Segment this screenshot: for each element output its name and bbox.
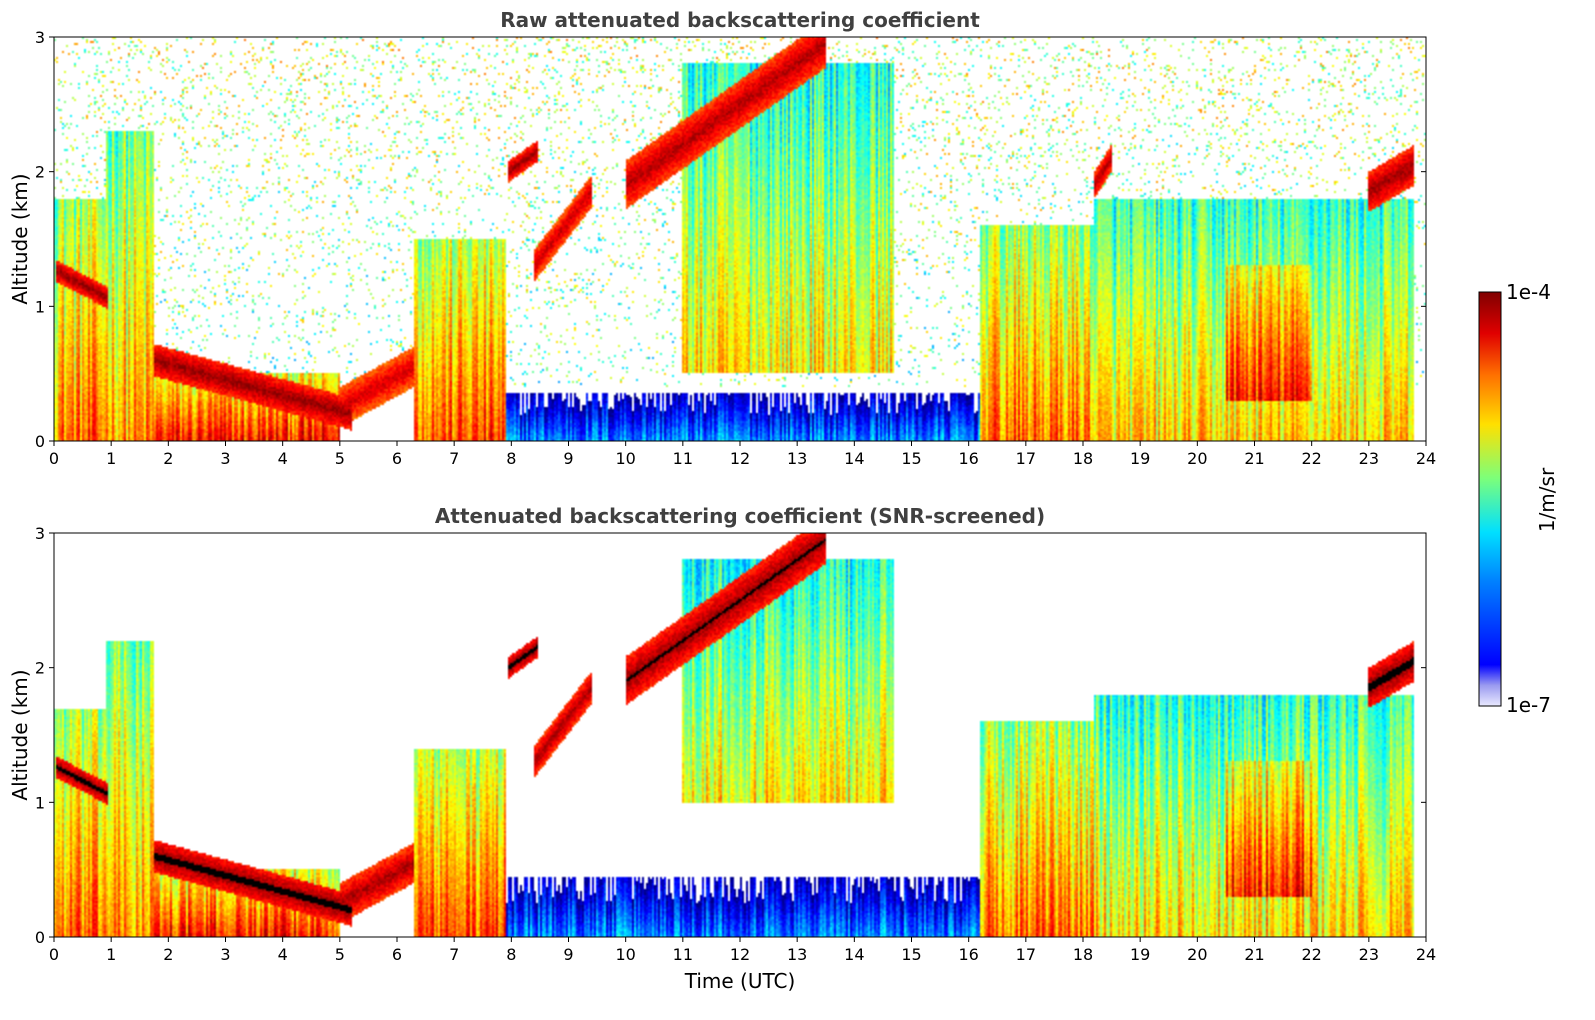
x-tick-label: 3 (220, 449, 230, 468)
x-tick-label: 13 (787, 449, 807, 468)
x-tick-label: 5 (335, 945, 345, 964)
x-tick-label: 2 (163, 449, 173, 468)
x-tick-label: 5 (335, 449, 345, 468)
y-tick-label: 2 (35, 163, 45, 182)
x-tick-label: 21 (1244, 449, 1264, 468)
colorbar-max-label: 1e-4 (1506, 280, 1551, 304)
colorbar-min-label: 1e-7 (1506, 693, 1551, 717)
y-tick-label: 2 (35, 659, 45, 678)
x-tick-label: 8 (506, 945, 516, 964)
x-tick-label: 1 (106, 449, 116, 468)
x-tick-label: 1 (106, 945, 116, 964)
y-tick-label: 1 (35, 297, 45, 316)
x-tick-label: 14 (844, 945, 864, 964)
x-tick-label: 0 (49, 449, 59, 468)
x-tick-label: 19 (1130, 449, 1150, 468)
x-tick-label: 23 (1359, 449, 1379, 468)
y-tick-label: 3 (35, 28, 45, 47)
x-tick-label: 21 (1244, 945, 1264, 964)
x-tick-label: 9 (563, 945, 573, 964)
x-tick-label: 0 (49, 945, 59, 964)
colorbar: 1e-4 1e-7 1/m/sr (1478, 280, 1559, 717)
panel-raw-x-axis: 0 1 2 3 4 5 6 7 8 9 10 11 12 13 14 15 16 17 18 19 20 21 22 23 24 (49, 441, 1436, 468)
x-tick-label: 11 (673, 449, 693, 468)
panel-screened-y-axis: 0 1 2 3 (35, 524, 1426, 947)
y-tick-label: 1 (35, 793, 45, 812)
x-tick-label: 3 (220, 945, 230, 964)
x-tick-label: 11 (673, 945, 693, 964)
panel-raw-heatmap (54, 37, 1426, 441)
x-tick-label: 16 (958, 449, 978, 468)
x-tick-label: 6 (392, 449, 402, 468)
panel-raw-title: Raw attenuated backscattering coefficien… (500, 8, 980, 32)
x-tick-label: 15 (901, 449, 921, 468)
panel-raw-ylabel: Altitude (km) (8, 173, 32, 304)
x-tick-label: 18 (1073, 945, 1093, 964)
panel-screened-ylabel: Altitude (km) (8, 669, 32, 800)
x-tick-label: 22 (1301, 449, 1321, 468)
x-tick-label: 7 (449, 449, 459, 468)
x-tick-label: 4 (278, 945, 288, 964)
x-tick-label: 17 (1016, 945, 1036, 964)
panel-raw-y-axis: 0 1 2 3 (35, 28, 1426, 451)
x-tick-label: 20 (1187, 449, 1207, 468)
colorbar-gradient (1478, 291, 1502, 707)
x-tick-label: 12 (730, 945, 750, 964)
panel-screened: Attenuated backscattering coefficient (S… (8, 504, 1436, 993)
x-tick-label: 2 (163, 945, 173, 964)
x-tick-label: 24 (1416, 449, 1436, 468)
panel-raw: Raw attenuated backscattering coefficien… (8, 8, 1436, 468)
panel-screened-heatmap (54, 533, 1426, 937)
x-tick-label: 14 (844, 449, 864, 468)
x-tick-label: 20 (1187, 945, 1207, 964)
x-tick-label: 24 (1416, 945, 1436, 964)
panel-screened-xlabel: Time (UTC) (684, 969, 796, 993)
x-tick-label: 22 (1301, 945, 1321, 964)
x-tick-label: 10 (615, 945, 635, 964)
x-tick-label: 9 (563, 449, 573, 468)
x-tick-label: 6 (392, 945, 402, 964)
x-tick-label: 12 (730, 449, 750, 468)
x-tick-label: 8 (506, 449, 516, 468)
y-tick-label: 3 (35, 524, 45, 543)
y-tick-label: 0 (35, 928, 45, 947)
y-tick-label: 0 (35, 432, 45, 451)
x-tick-label: 4 (278, 449, 288, 468)
panel-screened-title: Attenuated backscattering coefficient (S… (435, 504, 1045, 528)
x-tick-label: 17 (1016, 449, 1036, 468)
panel-screened-x-axis: 0 1 2 3 4 5 6 7 8 9 10 11 12 13 14 15 16 17 18 19 20 21 22 23 24 (49, 937, 1436, 964)
x-tick-label: 23 (1359, 945, 1379, 964)
colorbar-label: 1/m/sr (1535, 467, 1559, 532)
x-tick-label: 7 (449, 945, 459, 964)
x-tick-label: 18 (1073, 449, 1093, 468)
x-tick-label: 19 (1130, 945, 1150, 964)
x-tick-label: 10 (615, 449, 635, 468)
x-tick-label: 16 (958, 945, 978, 964)
x-tick-label: 15 (901, 945, 921, 964)
x-tick-label: 13 (787, 945, 807, 964)
